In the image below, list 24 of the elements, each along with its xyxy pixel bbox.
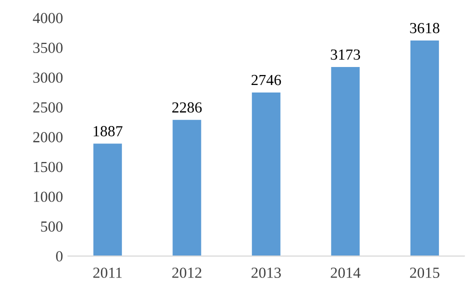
x-tick-label: 2013	[252, 268, 281, 278]
y-tick-label: 4000	[32, 12, 63, 24]
y-tick-label: 2500	[33, 102, 63, 113]
data-label: 2286	[172, 102, 202, 113]
y-tick-label: 3000	[33, 72, 63, 83]
data-label: 2746	[252, 74, 281, 86]
y-tick-label: 3500	[33, 42, 63, 53]
y-tick-label: 1000	[34, 192, 63, 202]
x-tick-label: 2015	[410, 268, 440, 278]
y-tick-label: 2000	[33, 132, 63, 142]
x-tick-label: 2012	[172, 268, 202, 278]
bar	[331, 67, 360, 256]
data-label: 3173	[330, 49, 360, 60]
y-tick-label: 0	[56, 251, 63, 262]
data-label: 1887	[94, 126, 122, 136]
x-tick-label: 2014	[330, 268, 360, 278]
x-tick-label: 2011	[93, 268, 122, 278]
data-label: 3618	[410, 22, 440, 34]
y-tick-label: 1500	[34, 162, 63, 172]
bar	[93, 144, 122, 256]
y-tick-label: 500	[41, 221, 63, 232]
bar	[410, 40, 439, 256]
bar	[252, 92, 280, 256]
bar	[172, 120, 202, 256]
